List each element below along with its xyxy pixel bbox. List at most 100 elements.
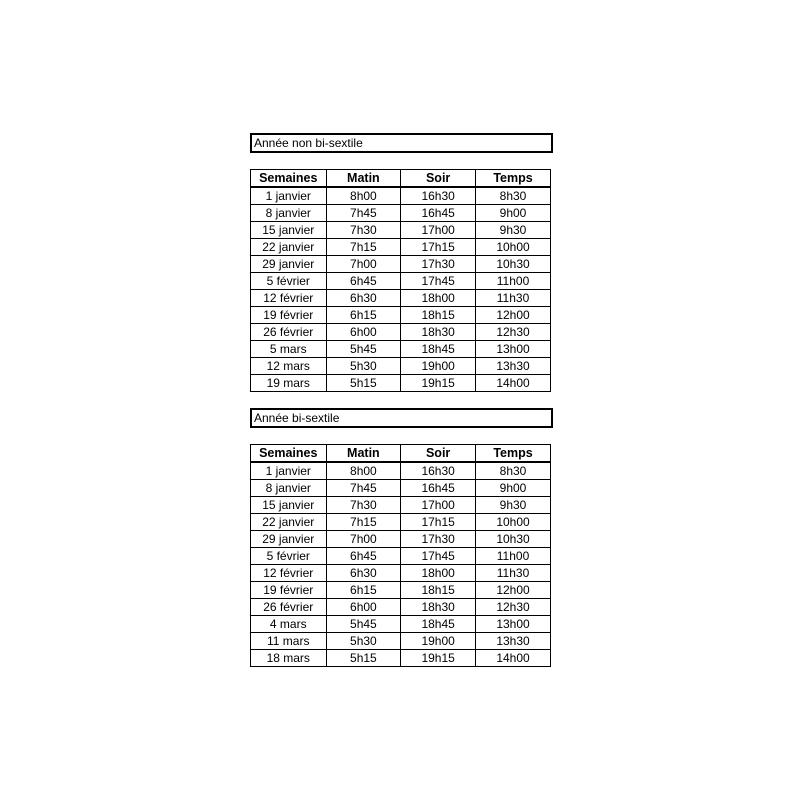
- table-cell: 19 février: [250, 306, 327, 324]
- table-cell: 12 mars: [250, 357, 327, 375]
- table-cell: 17h30: [400, 255, 477, 273]
- table-cell: 18h45: [400, 340, 477, 358]
- table-cell: 5h30: [325, 357, 402, 375]
- table-row: 5 février 6h45 17h45 11h00: [250, 272, 551, 290]
- table-cell: 4 mars: [250, 615, 327, 633]
- table-cell: 6h45: [325, 547, 402, 565]
- column-header: Soir: [400, 169, 477, 188]
- table-cell: 7h45: [325, 204, 402, 222]
- table-row: 8 janvier 7h45 16h45 9h00: [250, 479, 551, 497]
- table-cell: 11h00: [475, 547, 551, 565]
- table-cell: 18h00: [400, 564, 477, 582]
- column-header: Matin: [325, 169, 402, 188]
- table-cell: 5h15: [325, 374, 402, 392]
- table-row: 15 janvier 7h30 17h00 9h30: [250, 496, 551, 514]
- table-cell: 19h15: [400, 374, 477, 392]
- table-row: 19 mars 5h15 19h15 14h00: [250, 374, 551, 392]
- header-row: Semaines Matin Soir Temps: [250, 169, 551, 188]
- table-cell: 10h00: [475, 238, 551, 256]
- table-cell: 10h30: [475, 530, 551, 548]
- table-cell: 8h00: [325, 186, 402, 205]
- table-row: 5 février 6h45 17h45 11h00: [250, 547, 551, 565]
- table-cell: 7h15: [325, 238, 402, 256]
- table-cell: 7h15: [325, 513, 402, 531]
- table-cell: 16h45: [400, 479, 477, 497]
- table-cell: 19h00: [400, 357, 477, 375]
- table-cell: 19h00: [400, 632, 477, 650]
- table-cell: 19 février: [250, 581, 327, 599]
- table-cell: 11h30: [475, 564, 551, 582]
- column-header: Semaines: [250, 169, 327, 188]
- table-cell: 11 mars: [250, 632, 327, 650]
- column-header: Matin: [325, 444, 402, 463]
- table-cell: 12 février: [250, 564, 327, 582]
- table-cell: 17h30: [400, 530, 477, 548]
- table-cell: 8h00: [325, 461, 402, 480]
- table-cell: 17h15: [400, 238, 477, 256]
- schedule-table-leap: Semaines Matin Soir Temps 1 janvier 8h00 16h30…: [250, 444, 551, 667]
- table-cell: 17h00: [400, 221, 477, 239]
- column-header: Temps: [475, 169, 551, 188]
- table-row: 12 mars 5h30 19h00 13h30: [250, 357, 551, 375]
- table-cell: 17h45: [400, 547, 477, 565]
- table-row: 19 février 6h15 18h15 12h00: [250, 581, 551, 599]
- table-row: 26 février 6h00 18h30 12h30: [250, 323, 551, 341]
- table-cell: 7h30: [325, 221, 402, 239]
- table-cell: 6h30: [325, 289, 402, 307]
- table-cell: 12h30: [475, 598, 551, 616]
- table-cell: 13h00: [475, 340, 551, 358]
- table-cell: 18h45: [400, 615, 477, 633]
- table-cell: 7h45: [325, 479, 402, 497]
- table-cell: 18h15: [400, 306, 477, 324]
- table-cell: 5 février: [250, 547, 327, 565]
- table-row: 12 février 6h30 18h00 11h30: [250, 564, 551, 582]
- table-cell: 18h30: [400, 323, 477, 341]
- table-cell: 5h45: [325, 340, 402, 358]
- table-cell: 14h00: [475, 649, 551, 667]
- table-row: 1 janvier 8h00 16h30 8h30: [250, 461, 551, 480]
- table-cell: 10h30: [475, 255, 551, 273]
- table-cell: 5h45: [325, 615, 402, 633]
- table-cell: 6h15: [325, 306, 402, 324]
- table-cell: 16h30: [400, 461, 477, 480]
- table-cell: 13h30: [475, 632, 551, 650]
- table-row: 19 février 6h15 18h15 12h00: [250, 306, 551, 324]
- table-cell: 26 février: [250, 598, 327, 616]
- table-row: 5 mars 5h45 18h45 13h00: [250, 340, 551, 358]
- table-cell: 5h15: [325, 649, 402, 667]
- table-row: 29 janvier 7h00 17h30 10h30: [250, 255, 551, 273]
- table-cell: 8h30: [475, 461, 551, 480]
- table-cell: 6h45: [325, 272, 402, 290]
- table-cell: 11h00: [475, 272, 551, 290]
- table-cell: 5 février: [250, 272, 327, 290]
- section-title-non-leap: Année non bi-sextile: [250, 133, 553, 153]
- table-cell: 13h00: [475, 615, 551, 633]
- table-cell: 11h30: [475, 289, 551, 307]
- table-cell: 18h15: [400, 581, 477, 599]
- schedule-table-non-leap: Semaines Matin Soir Temps 1 janvier 8h00 16h30…: [250, 169, 551, 392]
- table-cell: 6h30: [325, 564, 402, 582]
- table-cell: 18h00: [400, 289, 477, 307]
- table-row: 12 février 6h30 18h00 11h30: [250, 289, 551, 307]
- table-cell: 19 mars: [250, 374, 327, 392]
- table-cell: 13h30: [475, 357, 551, 375]
- table-cell: 12 février: [250, 289, 327, 307]
- table-cell: 18 mars: [250, 649, 327, 667]
- table-cell: 6h00: [325, 323, 402, 341]
- table-cell: 12h00: [475, 306, 551, 324]
- table-cell: 5h30: [325, 632, 402, 650]
- table-row: 1 janvier 8h00 16h30 8h30: [250, 186, 551, 205]
- table-cell: 17h15: [400, 513, 477, 531]
- table-cell: 22 janvier: [250, 238, 327, 256]
- table-cell: 15 janvier: [250, 496, 327, 514]
- column-header: Semaines: [250, 444, 327, 463]
- table-cell: 17h00: [400, 496, 477, 514]
- table-cell: 7h00: [325, 255, 402, 273]
- table-cell: 9h30: [475, 496, 551, 514]
- table-cell: 10h00: [475, 513, 551, 531]
- table-cell: 7h00: [325, 530, 402, 548]
- table-cell: 9h30: [475, 221, 551, 239]
- section-title-leap: Année bi-sextile: [250, 408, 553, 428]
- table-cell: 9h00: [475, 479, 551, 497]
- table-row: 4 mars 5h45 18h45 13h00: [250, 615, 551, 633]
